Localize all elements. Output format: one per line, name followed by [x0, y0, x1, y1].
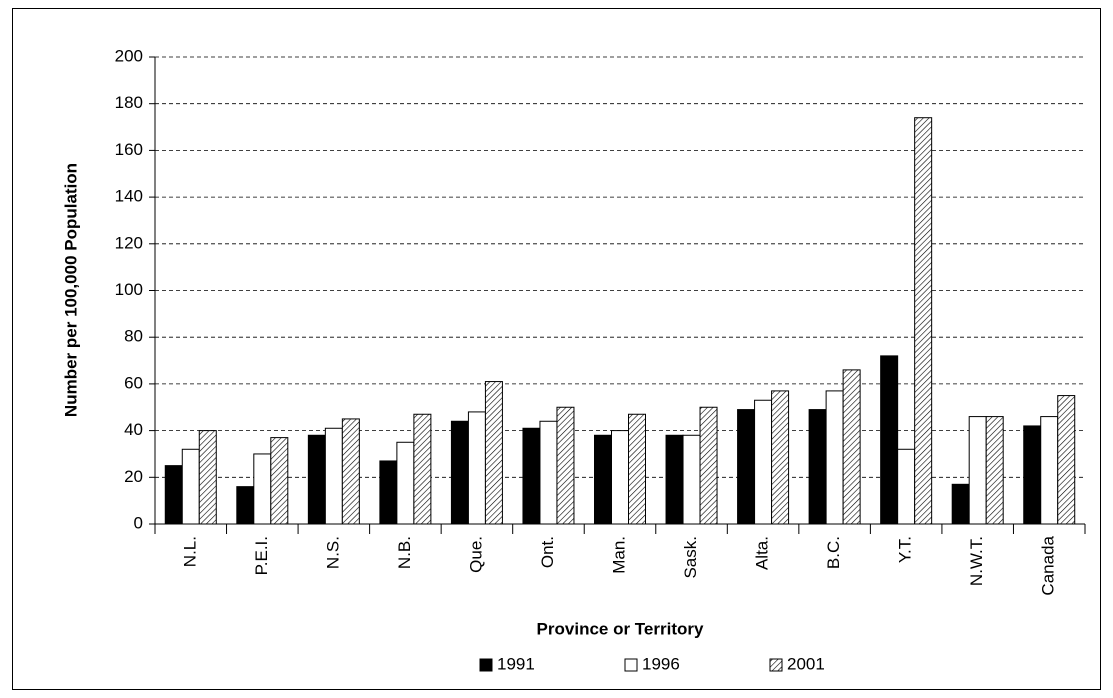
x-tick-label: Ont. [538, 536, 557, 568]
bar [270, 437, 289, 525]
y-tick-label: 100 [115, 280, 143, 299]
bar [682, 434, 701, 525]
bar [611, 430, 629, 525]
bar [181, 448, 200, 525]
y-tick-label: 200 [115, 46, 143, 65]
x-tick-label: P.E.I. [252, 536, 271, 575]
bar [771, 390, 790, 525]
y-tick-label: 140 [115, 187, 143, 206]
y-tick-label: 80 [124, 327, 143, 346]
y-axis-title: Number per 100,000 Population [61, 163, 80, 417]
bar [699, 406, 718, 525]
bar [522, 427, 541, 525]
y-tick-label: 20 [124, 467, 143, 486]
x-tick-label: Que. [466, 536, 485, 573]
bar [1057, 395, 1076, 525]
bar [236, 486, 255, 525]
bar [396, 441, 415, 525]
bar [968, 416, 987, 525]
legend-swatch [479, 658, 493, 672]
bar [467, 411, 486, 525]
x-tick-label: Sask. [681, 536, 700, 579]
bar [985, 416, 1004, 525]
bar [324, 427, 343, 525]
bar [842, 369, 861, 525]
bar [737, 409, 756, 525]
bar [665, 434, 684, 525]
chart-border [12, 8, 1101, 690]
bar [450, 420, 469, 525]
y-tick-label: 40 [124, 420, 143, 439]
x-tick-label: B.C. [824, 536, 843, 569]
bar [307, 434, 326, 525]
y-tick-label: 60 [124, 373, 143, 392]
bar [1023, 425, 1042, 525]
legend-swatch [769, 658, 783, 672]
y-tick-label: 160 [115, 140, 143, 159]
x-tick-label: Canada [1039, 535, 1058, 595]
bar [198, 430, 217, 525]
bar [1040, 416, 1059, 525]
bar [594, 434, 612, 525]
bar [379, 460, 398, 525]
x-tick-label: N.B. [395, 536, 414, 569]
x-tick-label: Y.T. [896, 536, 915, 563]
legend-label: 1991 [497, 654, 535, 673]
bar [413, 413, 432, 525]
bar [539, 420, 558, 525]
x-tick-label: Alta. [753, 536, 772, 570]
bar [754, 399, 773, 525]
bar [951, 483, 970, 525]
y-tick-label: 180 [115, 93, 143, 112]
legend-swatch [624, 658, 638, 672]
bar [897, 448, 916, 525]
x-tick-label: Man. [609, 536, 628, 574]
x-axis-title: Province or Territory [537, 619, 704, 638]
bar [341, 418, 360, 525]
bar [253, 453, 272, 525]
bar [825, 390, 844, 525]
y-tick-label: 0 [134, 513, 143, 532]
legend-label: 1996 [642, 654, 680, 673]
bar [880, 355, 899, 525]
bar [914, 117, 933, 525]
bar [164, 465, 183, 525]
bar [808, 409, 827, 525]
bar [628, 413, 646, 525]
bar [556, 406, 575, 525]
x-tick-label: N.W.T. [967, 536, 986, 586]
x-tick-label: N.S. [323, 536, 342, 569]
bar [484, 381, 503, 525]
y-tick-label: 120 [115, 233, 143, 252]
legend-label: 2001 [787, 654, 825, 673]
x-tick-label: N.L. [180, 536, 199, 567]
